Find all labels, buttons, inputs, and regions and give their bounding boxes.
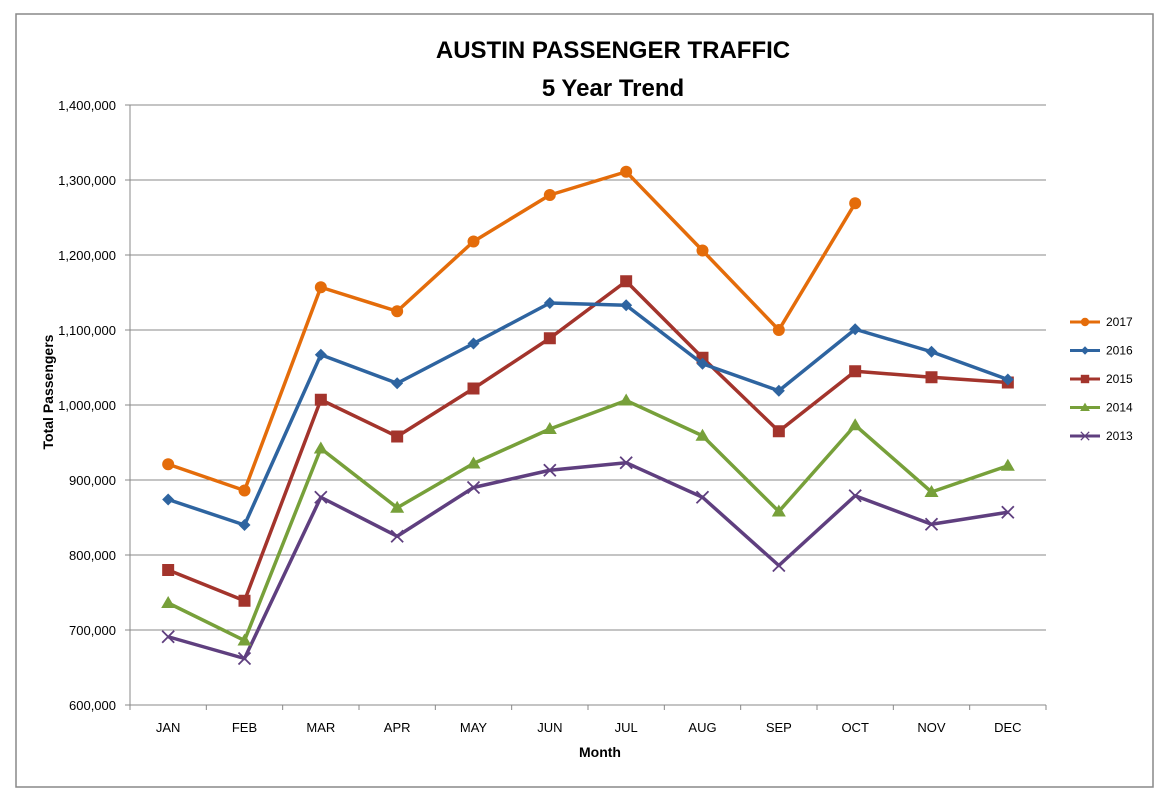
series-line-2017 [167,170,857,493]
data-point-2014 [313,441,328,454]
data-point-2013 [924,517,939,531]
x-tick-label: OCT [841,720,869,735]
data-point-2014 [161,596,176,608]
chart-subtitle: 5 Year Trend [542,75,684,102]
data-point-2015 [849,365,862,378]
x-tick-label: MAR [306,720,335,735]
data-point-2016 [467,337,480,350]
data-point-2013 [1001,505,1015,519]
y-tick-label: 1,100,000 [58,323,116,338]
legend-label: 2013 [1106,429,1133,443]
data-point-2017 [620,165,633,178]
data-point-2015 [543,332,556,345]
data-point-2016 [314,348,327,361]
data-point-2014 [771,504,786,517]
y-tick-label: 600,000 [69,698,116,713]
legend-label: 2015 [1106,372,1133,386]
data-point-2016 [696,357,709,370]
data-point-2014 [848,418,863,431]
data-point-2015 [162,564,175,576]
data-point-2015 [620,275,633,288]
chart-title: AUSTIN PASSENGER TRAFFIC [436,37,790,64]
data-point-2016 [391,377,404,390]
data-point-2013 [772,558,786,573]
y-tick-label: 1,200,000 [58,248,116,263]
data-point-2014 [237,633,252,646]
data-point-2014 [619,393,634,406]
data-point-2013 [543,463,557,477]
x-tick-label: MAY [460,720,488,735]
data-point-2017 [238,484,251,497]
data-point-2016 [1001,373,1014,386]
x-axis-label: Month [579,744,621,760]
series-line-2014 [167,398,1009,643]
x-tick-label: DEC [994,720,1021,735]
legend-marker-2014 [1080,402,1090,411]
chart-border [15,13,1154,788]
legend-label: 2017 [1106,315,1133,329]
x-tick-label: APR [384,720,411,735]
data-point-2013 [390,529,404,543]
data-point-2013 [466,480,481,495]
data-point-2015 [391,430,404,443]
data-point-2015 [772,425,785,438]
data-point-2015 [467,382,480,395]
x-tick-label: FEB [232,720,257,735]
data-point-2017 [696,244,709,257]
data-point-2016 [162,493,175,506]
y-tick-label: 900,000 [69,473,116,488]
data-point-2013 [237,651,252,666]
data-point-2015 [925,371,938,384]
x-tick-label: JUL [615,720,638,735]
x-tick-label: JUN [537,720,562,735]
data-point-2014 [390,500,405,513]
x-tick-label: NOV [917,720,946,735]
data-point-2015 [238,594,251,607]
y-axis-label: Total Passengers [40,334,56,449]
legend-marker-2016 [1080,346,1090,355]
legend-marker-2013 [1080,431,1090,441]
x-tick-label: JAN [156,720,181,735]
legend-marker-2015 [1080,374,1090,384]
data-point-2014 [466,456,481,469]
data-point-2017 [162,458,175,471]
y-tick-label: 1,300,000 [58,173,116,188]
data-point-2017 [772,324,785,336]
data-point-2014 [695,428,710,441]
series-line-2015 [167,279,1008,603]
y-tick-label: 700,000 [69,623,116,638]
data-point-2013 [161,630,175,644]
data-point-2013 [695,490,710,504]
data-point-2013 [619,456,633,470]
data-point-2014 [542,422,557,434]
data-point-2014 [1000,458,1015,471]
y-tick-label: 800,000 [69,548,116,563]
data-point-2016 [925,345,938,358]
series-line-2013 [167,461,1009,661]
data-point-2017 [314,281,327,294]
data-point-2013 [314,490,328,504]
data-point-2015 [314,393,327,406]
data-point-2016 [849,323,862,336]
data-point-2016 [238,519,251,531]
legend-label: 2014 [1106,401,1133,415]
legend-label: 2016 [1106,344,1133,358]
data-point-2016 [543,297,556,309]
data-point-2016 [772,384,785,397]
x-tick-label: AUG [688,720,716,735]
data-point-2013 [848,489,862,503]
data-point-2017 [849,197,862,210]
data-point-2017 [391,305,404,318]
data-point-2017 [467,235,480,248]
legend-marker-2017 [1080,317,1090,327]
series-line-2016 [167,301,1009,527]
data-point-2017 [543,189,556,201]
data-point-2016 [620,299,633,312]
y-tick-label: 1,400,000 [58,98,116,113]
y-tick-label: 1,000,000 [58,398,116,413]
x-tick-label: SEP [766,720,792,735]
data-point-2014 [924,485,939,497]
